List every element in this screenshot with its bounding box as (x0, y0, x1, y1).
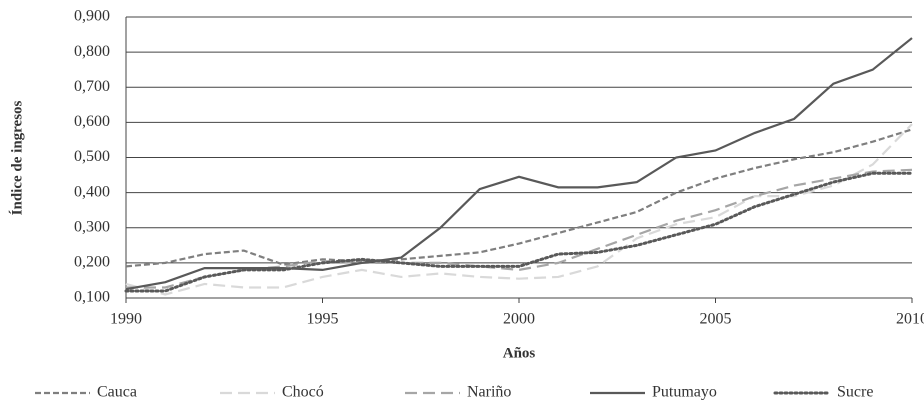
series-line (125, 123, 913, 296)
x-tick-label: 1990 (110, 311, 142, 328)
x-tick-label: 1995 (307, 311, 339, 328)
y-tick-label: 0,500 (74, 148, 110, 165)
y-tick-label: 0,100 (74, 289, 110, 306)
series-line (125, 128, 913, 268)
legend-label: Nariño (467, 384, 511, 401)
y-tick-label: 0,300 (74, 218, 110, 235)
y-tick-label: 0,200 (74, 254, 110, 271)
series-line (125, 37, 913, 291)
legend-label: Cauca (97, 384, 137, 401)
y-tick-label: 0,900 (74, 8, 110, 25)
x-tick-label: 2000 (503, 311, 535, 328)
y-axis-title: Índice de ingresos (8, 100, 25, 215)
legend-label: Chocó (282, 384, 324, 401)
y-tick-label: 0,600 (74, 113, 110, 130)
y-tick-label: 0,400 (74, 183, 110, 200)
x-tick-label: 2005 (700, 311, 732, 328)
series-line (124, 171, 914, 293)
x-axis-title: Años (503, 345, 536, 361)
x-tick-label: 2010 (896, 311, 924, 328)
legend-label: Sucre (837, 384, 873, 401)
y-tick-label: 0,800 (74, 43, 110, 60)
y-tick-label: 0,700 (74, 78, 110, 95)
legend-label: Putumayo (652, 384, 717, 401)
